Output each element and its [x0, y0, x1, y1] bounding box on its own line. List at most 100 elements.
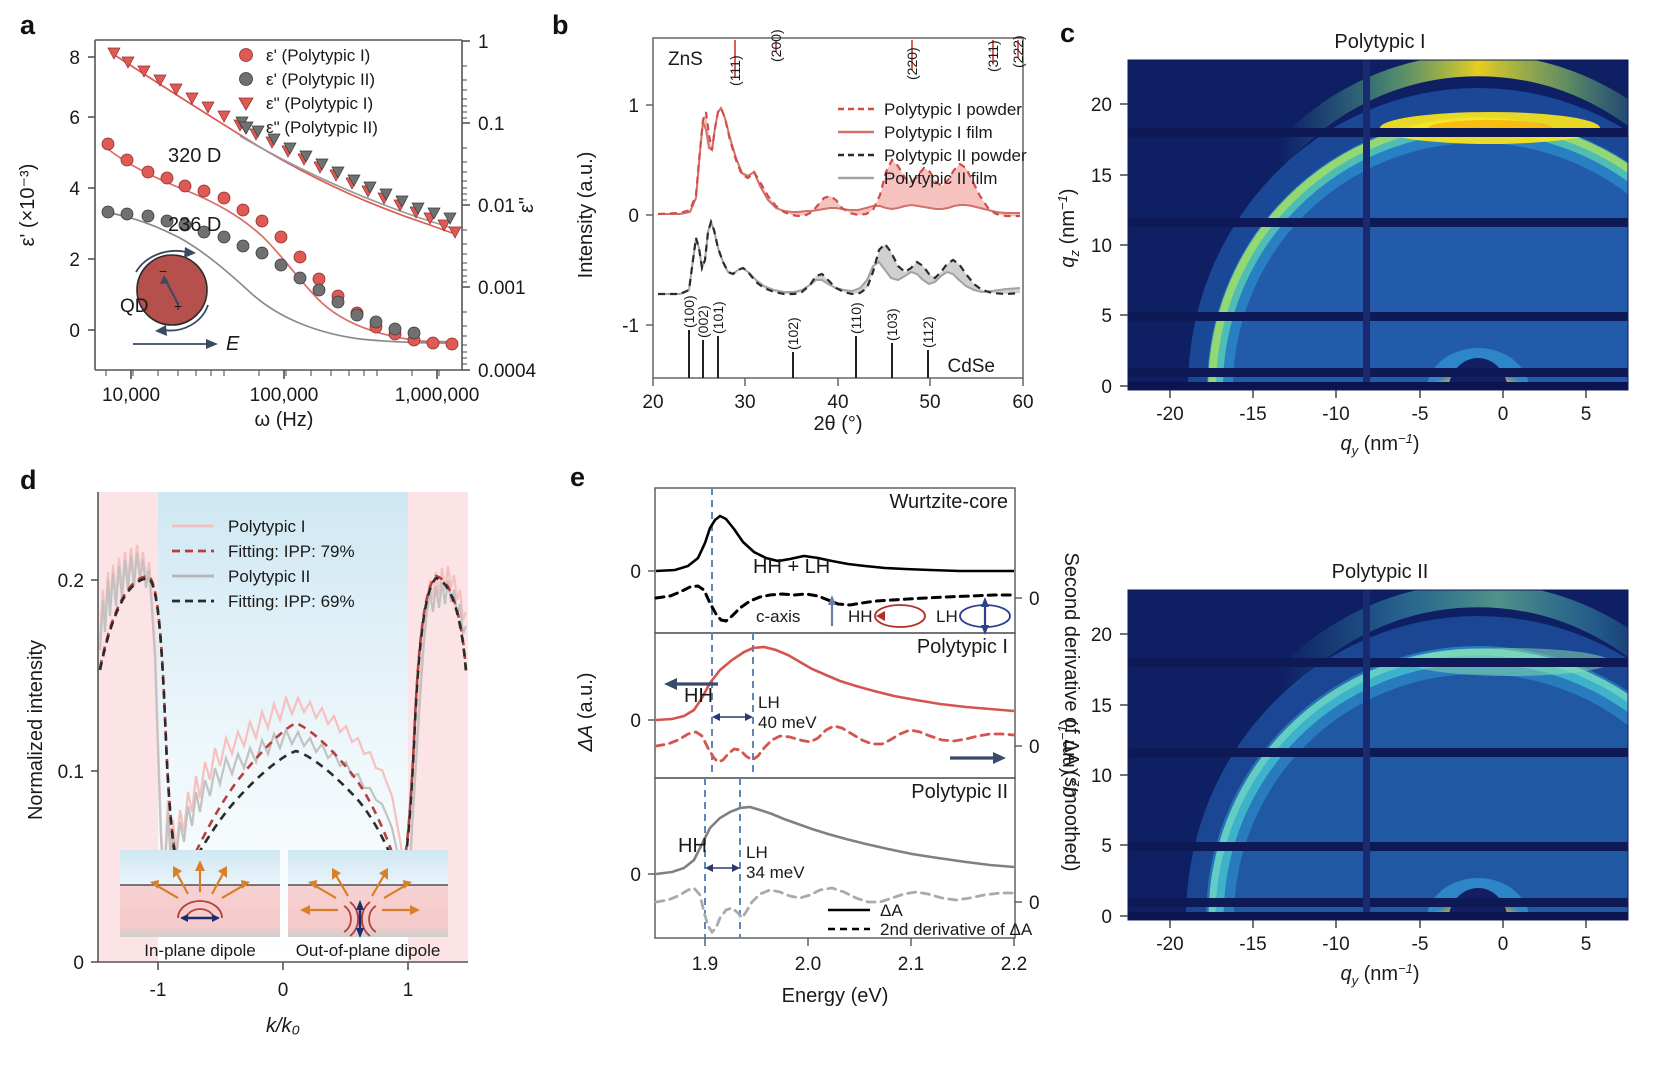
c1-xtick--15: -15: [1239, 404, 1266, 425]
e-y2tick-zero-2: 0: [1029, 737, 1040, 758]
a-y2-axis-label: ε": [516, 197, 538, 213]
b-xtick-50: 50: [919, 392, 940, 413]
e-hh-icon-label: HH: [848, 607, 873, 626]
a-legend-item-0: ε' (Polytypic I): [266, 46, 370, 65]
b-legend: Polytypic I powder Polytypic I film Poly…: [838, 100, 1027, 188]
panel-b-label: b: [552, 10, 569, 40]
c1-ytick-5: 5: [1101, 306, 1112, 327]
d-x-axis-label: k/k₀: [266, 1015, 300, 1037]
e-wz-2nd-deriv-curve: [654, 584, 1016, 623]
c-map-2-frame: [1127, 589, 1629, 921]
e-right-zero-ticks: 0 0 0: [1015, 589, 1040, 914]
c2-xtick-0: 0: [1498, 934, 1509, 955]
e-ytick-zero-3: 0: [630, 865, 641, 886]
b-y-ticks: 1 0 -1: [622, 96, 653, 337]
d-polytypic-II-data: [98, 552, 468, 897]
c-map-1-x-axis-label: qy (nm−1): [1340, 431, 1419, 458]
panel-b-plot: 1 0 -1 20 30 40 50 60 2θ (°) Intensity (…: [575, 29, 1034, 435]
a-y2tick-0.001: 0.001: [478, 278, 526, 299]
a-y2tick-0.01: 0.01: [478, 196, 515, 217]
e-y2tick-zero-1: 0: [1029, 589, 1040, 610]
b-cdse-label: CdSe: [947, 356, 995, 377]
e-y2-axis-label: Second derivative of ΔA (smoothed): [1060, 552, 1082, 871]
qd-label: QD: [120, 296, 149, 317]
e-wz-dA-curve: [655, 514, 1014, 573]
a-ytick-4: 4: [69, 179, 80, 200]
e-p1-splitting: 40 meV: [758, 713, 817, 732]
d-inset-left-caption: In-plane dipole: [144, 941, 256, 960]
b-xtick-20: 20: [642, 392, 663, 413]
d-inset-left-bottom: [120, 885, 280, 937]
e-legend: ΔA 2nd derivative of ΔA: [828, 901, 1033, 939]
e-wz-peak-label: HH + LH: [753, 556, 830, 578]
c2-xtick--10: -10: [1322, 934, 1349, 955]
hh-ellipse-icon: [874, 604, 926, 628]
e-y2tick-zero-3: 0: [1029, 893, 1040, 914]
a-epsp-I-fit: [103, 145, 456, 343]
e-legend-item-0: ΔA: [880, 901, 903, 920]
d-legend-item-1: Fitting: IPP: 79%: [228, 542, 355, 561]
c-map-2-title: Polytypic II: [1332, 561, 1429, 583]
a-y2tick-0.1: 0.1: [478, 114, 504, 135]
e-p2-lh-label: LH: [746, 843, 768, 862]
e-x-axis-label: Energy (eV): [782, 985, 889, 1007]
b-ytick-1: 1: [628, 96, 639, 117]
panel-a: a 0 2 4 6 8: [0, 0, 545, 431]
a-legend-item-3: ε" (Polytypic II): [266, 118, 378, 137]
b-cdse-hkl-110: (110): [848, 302, 864, 334]
b-legend-item-1: Polytypic I film: [884, 123, 993, 142]
e-caxis-label: c-axis: [756, 607, 800, 626]
e-p2-2nd-deriv-curve: [654, 886, 1016, 935]
a-inset-qd: − + QD E: [120, 247, 240, 355]
panel-d-plot: 0 0.1 0.2 -1 0 1 k/k₀ Normalized intensi…: [25, 492, 468, 1037]
c1-ytick-10: 10: [1091, 236, 1112, 257]
b-zns-hkl-labels: (111) (200) (220) (311) (222): [727, 29, 1026, 86]
e-p1-2nd-deriv-curve: [654, 724, 1016, 764]
b-zns-hkl-222: (222): [1010, 35, 1026, 68]
a-legend: ε' (Polytypic I) ε' (Polytypic II) ε" (P…: [238, 46, 378, 137]
d-legend-item-3: Fitting: IPP: 69%: [228, 592, 355, 611]
legend-marker-circle-grey: [239, 72, 253, 86]
e-y-axis-label: ΔA (a.u.): [575, 672, 597, 752]
c1-ytick-0: 0: [1101, 377, 1112, 398]
qd-field-label: E: [226, 333, 240, 355]
a-x-ticks: 10,000 100,000 1,000,000: [102, 370, 479, 406]
e-x-ticks: 1.9 2.0 2.1 2.2: [692, 938, 1027, 975]
c1-xtick--10: -10: [1322, 404, 1349, 425]
a-legend-item-1: ε' (Polytypic II): [266, 70, 375, 89]
b-x-ticks: 20 30 40 50 60: [642, 378, 1034, 413]
b-zns-ticks: [734, 40, 1019, 78]
b-ytick-0: 0: [628, 206, 639, 227]
c2-xtick--20: -20: [1156, 934, 1183, 955]
panel-e: e 1.9 2.0 2.1 2.2 Energy (eV) ΔA (a.u.) …: [560, 440, 1082, 1073]
e-xtick-2.0: 2.0: [795, 954, 821, 975]
a-legend-item-2: ε" (Polytypic I): [266, 94, 373, 113]
c-map-2-y-ticks: 0 5 10 15 20: [1091, 625, 1128, 928]
d-inset-right-caption: Out-of-plane dipole: [296, 941, 441, 960]
a-epsp-II-fit: [103, 211, 456, 344]
d-inset-right-top: [288, 850, 448, 885]
b-legend-item-3: Polytypic II film: [884, 169, 997, 188]
d-ytick-0.1: 0.1: [58, 762, 84, 783]
panel-c-label: c: [1060, 18, 1076, 48]
b-y-axis-label: Intensity (a.u.): [575, 152, 597, 279]
c1-xtick--20: -20: [1156, 404, 1183, 425]
b-cdse-ticks: [688, 330, 929, 378]
panel-a-label: a: [20, 10, 36, 40]
a-ytick-0: 0: [69, 321, 80, 342]
panel-b: b 1 0 -1 20 30 40 50 60 2θ (°) Intensity…: [540, 0, 1040, 435]
a-xtick-1000000: 1,000,000: [395, 385, 480, 406]
b-cdse-hkl-103: (103): [884, 308, 900, 341]
a-ytick-2: 2: [69, 250, 80, 271]
e-left-axis-arrow: [664, 678, 718, 690]
d-inset-in-plane-dipole: [150, 860, 250, 922]
c-map-2-image: [1128, 590, 1628, 920]
e-p2-splitting: 34 meV: [746, 863, 805, 882]
b-cdse-hkl-100: (100): [681, 295, 697, 328]
b-zns-hkl-311: (311): [985, 40, 1001, 72]
qd-minus-sign: −: [159, 263, 167, 279]
e-left-zero-ticks: 0 0 0: [630, 562, 655, 886]
e-ytick-zero-2: 0: [630, 711, 641, 732]
b-polytypic-II-shade: [658, 222, 1020, 294]
e-p2-split-arrow: [705, 864, 740, 872]
